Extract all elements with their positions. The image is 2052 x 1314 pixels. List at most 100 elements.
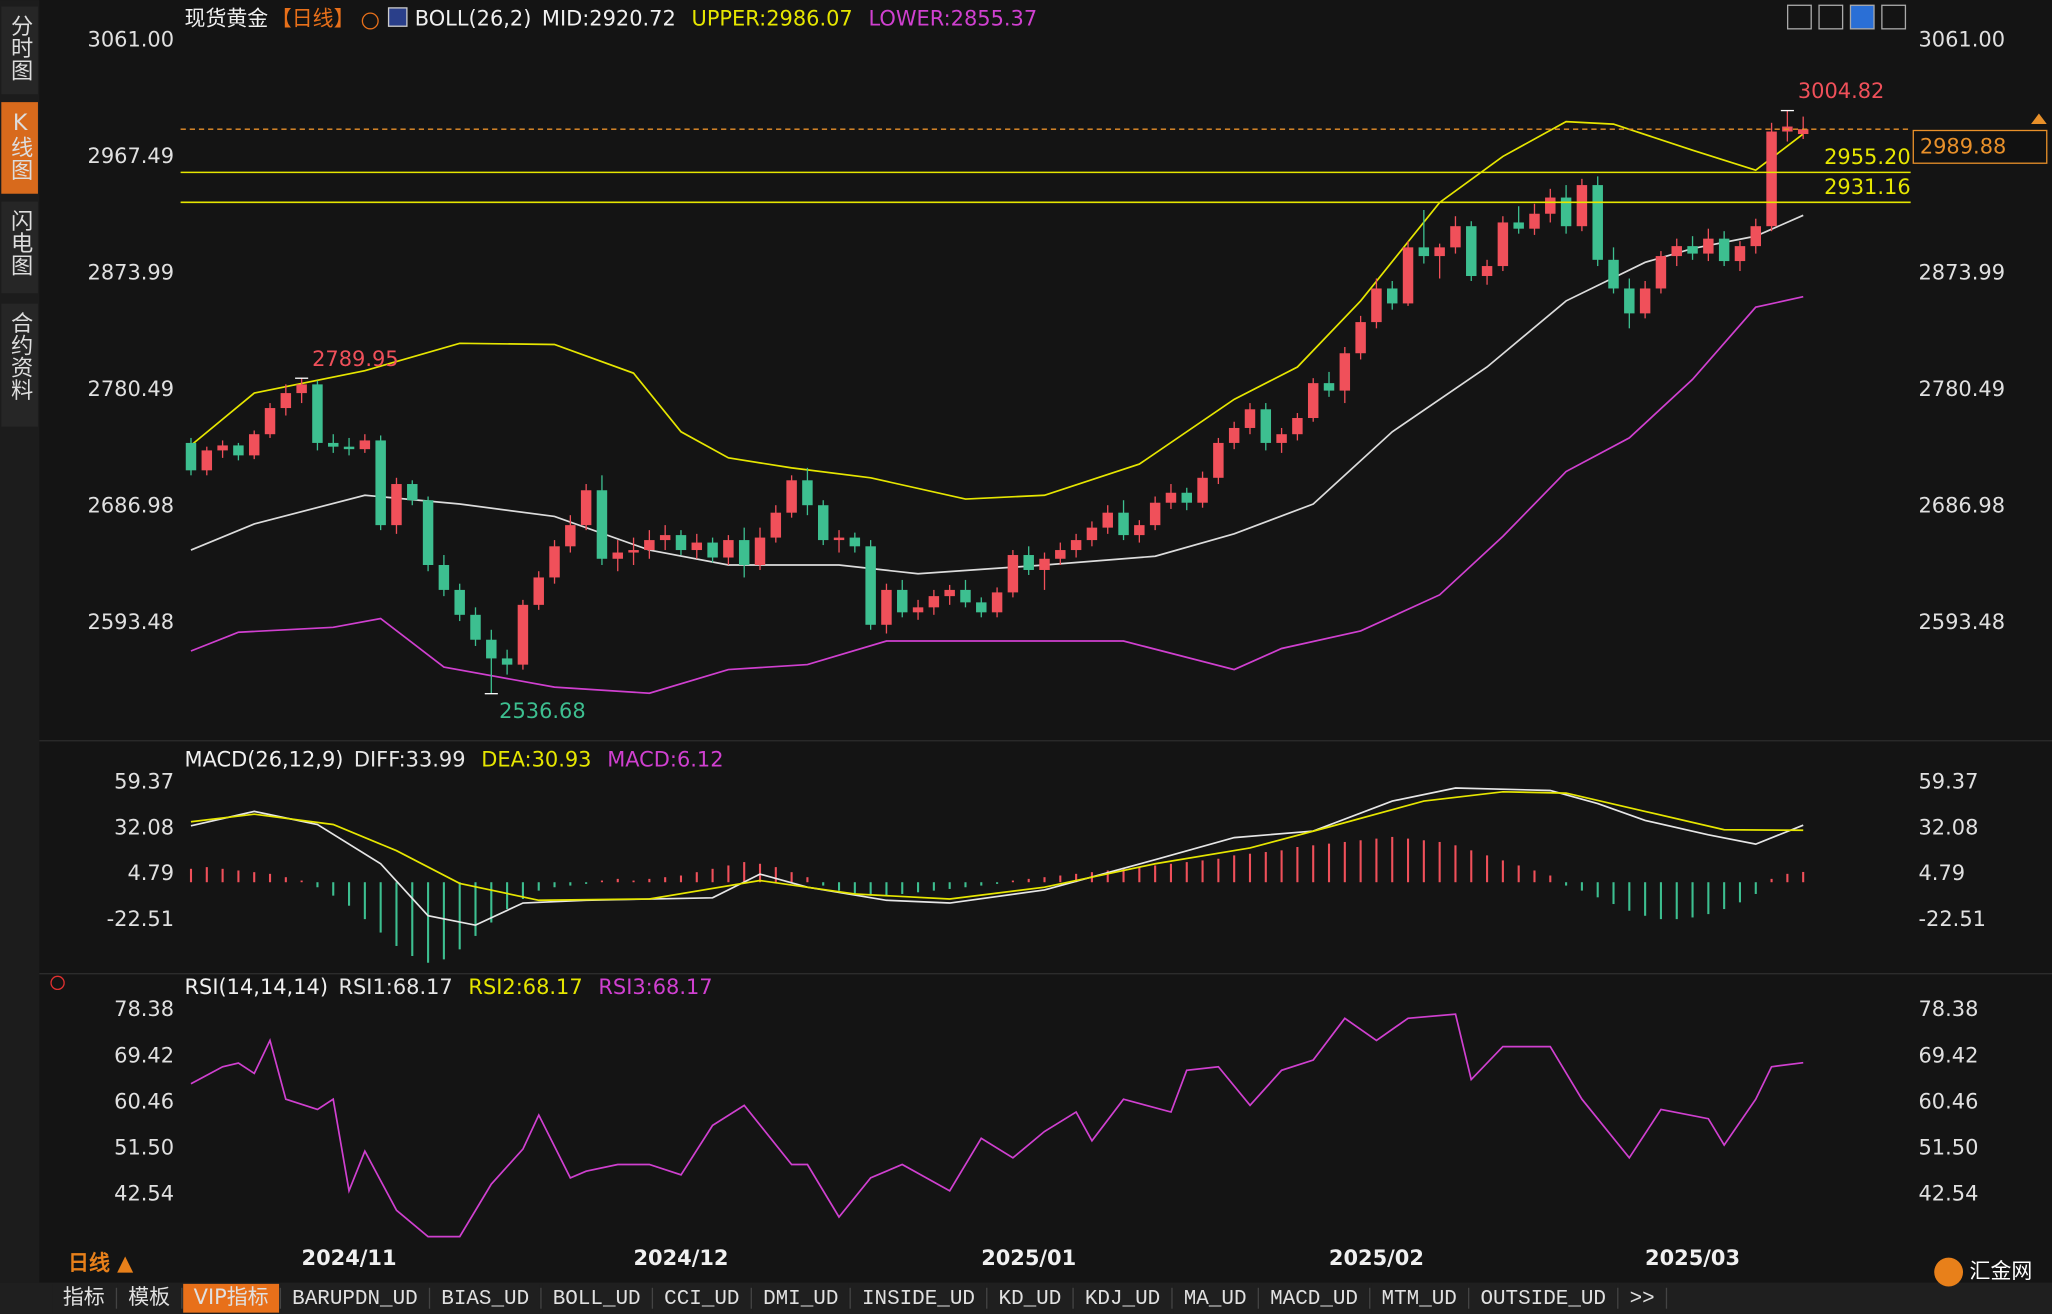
candle-body — [343, 446, 355, 450]
candle-body — [1355, 322, 1366, 354]
candle-body — [976, 602, 987, 613]
series-line — [190, 790, 1804, 902]
bottom-tab-label[interactable]: DMI_UD — [763, 1288, 838, 1311]
bottom-tab-bg — [542, 1283, 652, 1313]
bottom-tab-label[interactable]: 指标 — [63, 1285, 105, 1309]
sidebar-tab[interactable] — [1, 303, 38, 427]
bottom-tab-label[interactable]: BOLL_UD — [553, 1288, 641, 1311]
y-tick-label: 3061.00 — [88, 28, 175, 52]
bottom-tab[interactable]: VIP指标 — [183, 1283, 280, 1313]
legend-entry: 【日线】 — [271, 7, 355, 31]
candle-body — [1402, 247, 1414, 304]
bottom-tab-label[interactable]: CCI_UD — [664, 1288, 739, 1311]
icon[interactable] — [1818, 4, 1844, 30]
candle-body — [201, 450, 213, 471]
bottom-tab-label[interactable]: OUTSIDE_UD — [1480, 1288, 1606, 1311]
y-tick-label: 69.42 — [114, 1043, 174, 1067]
bottom-tab-label[interactable]: MA_UD — [1184, 1288, 1247, 1311]
candle-body — [185, 442, 197, 471]
y-tick-label-right: 2686.98 — [1919, 493, 2006, 517]
toolbar-icons — [1786, 4, 1907, 30]
sidebar-tab[interactable] — [1, 201, 38, 294]
bottom-tab-label[interactable]: BIAS_UD — [441, 1288, 529, 1311]
legend-entry: MACD:6.12 — [607, 747, 723, 771]
bottom-tab[interactable]: >> — [1619, 1283, 1666, 1313]
bottom-tab[interactable]: KDJ_UD — [1074, 1283, 1171, 1313]
bottom-tab[interactable]: BIAS_UD — [430, 1283, 540, 1313]
bottom-tab-label[interactable]: KD_UD — [999, 1288, 1062, 1311]
candle-body — [675, 535, 687, 551]
legend-entry: UPPER:2986.07 — [692, 7, 853, 31]
bottom-tab-bg — [1619, 1283, 1666, 1313]
bottom-tab-bg — [653, 1283, 750, 1313]
candle-body — [1197, 477, 1208, 503]
icon[interactable] — [1881, 4, 1907, 30]
candle-body — [1418, 247, 1430, 257]
candle-body — [1386, 288, 1398, 304]
sidebar-tab-label[interactable]: 闪电图 — [7, 209, 33, 276]
candle-body — [1639, 288, 1651, 314]
series-line — [190, 295, 1804, 695]
bottom-tab[interactable]: MA_UD — [1173, 1283, 1258, 1313]
bottom-tab-label[interactable]: VIP指标 — [194, 1285, 269, 1309]
bottom-tab-bg — [1173, 1283, 1258, 1313]
candle-body — [248, 434, 260, 456]
sidebar-tab[interactable] — [1, 102, 38, 194]
bottom-tab[interactable]: BARUPDN_UD — [281, 1283, 429, 1313]
candle-body — [628, 550, 639, 553]
candle-body — [1671, 246, 1682, 257]
candle-body — [691, 542, 703, 551]
candle-body — [1118, 512, 1129, 536]
bottom-tab-bg — [1371, 1283, 1468, 1313]
candle-body — [912, 607, 924, 613]
bottom-tab-label[interactable]: 模板 — [128, 1285, 170, 1309]
bottom-tab-label[interactable]: MTM_UD — [1382, 1288, 1457, 1311]
bottom-tab[interactable]: MACD_UD — [1259, 1283, 1369, 1313]
y-tick-label-right: 2593.48 — [1919, 610, 2006, 634]
icon[interactable] — [1786, 4, 1812, 30]
bottom-tab[interactable]: BOLL_UD — [542, 1283, 652, 1313]
y-tick-label-right: 2873.99 — [1919, 261, 2006, 285]
bottom-tab-label[interactable]: KDJ_UD — [1085, 1288, 1160, 1311]
candle-body — [786, 480, 797, 513]
bottom-tab-label[interactable]: INSIDE_UD — [862, 1288, 975, 1311]
candle-body — [580, 490, 592, 526]
candle-body — [1434, 247, 1445, 257]
sidebar-tab-label[interactable]: 合约资料 — [7, 311, 33, 401]
y-tick-label-right: 4.79 — [1919, 861, 1966, 885]
y-tick-label: 2780.49 — [88, 377, 175, 401]
sidebar-tab-label[interactable]: K线图 — [7, 110, 33, 181]
bottom-tab-label[interactable]: MACD_UD — [1270, 1288, 1358, 1311]
candle-body — [865, 546, 876, 625]
icon[interactable] — [1849, 4, 1875, 30]
sidebar-tab[interactable] — [1, 6, 38, 95]
x-tick-label: 2024/12 — [633, 1246, 728, 1270]
candle-body — [1576, 185, 1588, 227]
bottom-tab-label[interactable]: >> — [1630, 1288, 1655, 1311]
sidebar-tab-label[interactable]: 分时图 — [7, 14, 33, 81]
candle-body — [1102, 512, 1113, 528]
series-line — [190, 1013, 1804, 1238]
bottom-tab-label[interactable]: BARUPDN_UD — [292, 1288, 418, 1311]
bottom-tab[interactable]: CCI_UD — [653, 1283, 750, 1313]
candle-body — [296, 384, 307, 394]
candle-body — [612, 552, 623, 559]
bottom-tab[interactable]: OUTSIDE_UD — [1469, 1283, 1617, 1313]
bottom-tab[interactable]: 模板 — [117, 1283, 181, 1313]
y-tick-label: 59.37 — [114, 770, 174, 794]
bottom-tab[interactable]: MTM_UD — [1371, 1283, 1468, 1313]
bottom-tab[interactable]: INSIDE_UD — [851, 1283, 986, 1313]
series-line — [190, 787, 1804, 927]
candle-body — [517, 604, 529, 665]
candle-body — [1086, 527, 1098, 541]
bottom-tab[interactable]: 指标 — [52, 1283, 116, 1313]
bottom-tab[interactable]: KD_UD — [988, 1283, 1072, 1313]
candle-body — [1797, 129, 1809, 135]
candle-body — [881, 589, 892, 625]
bottom-tab[interactable]: DMI_UD — [752, 1283, 849, 1313]
candle-body — [1134, 525, 1145, 536]
period-selector[interactable]: 日线 ▲ — [68, 1251, 134, 1275]
add-icon[interactable] — [361, 12, 379, 30]
bottom-tab-bg — [117, 1283, 181, 1313]
legend-entry: 现货黄金 — [185, 7, 269, 31]
